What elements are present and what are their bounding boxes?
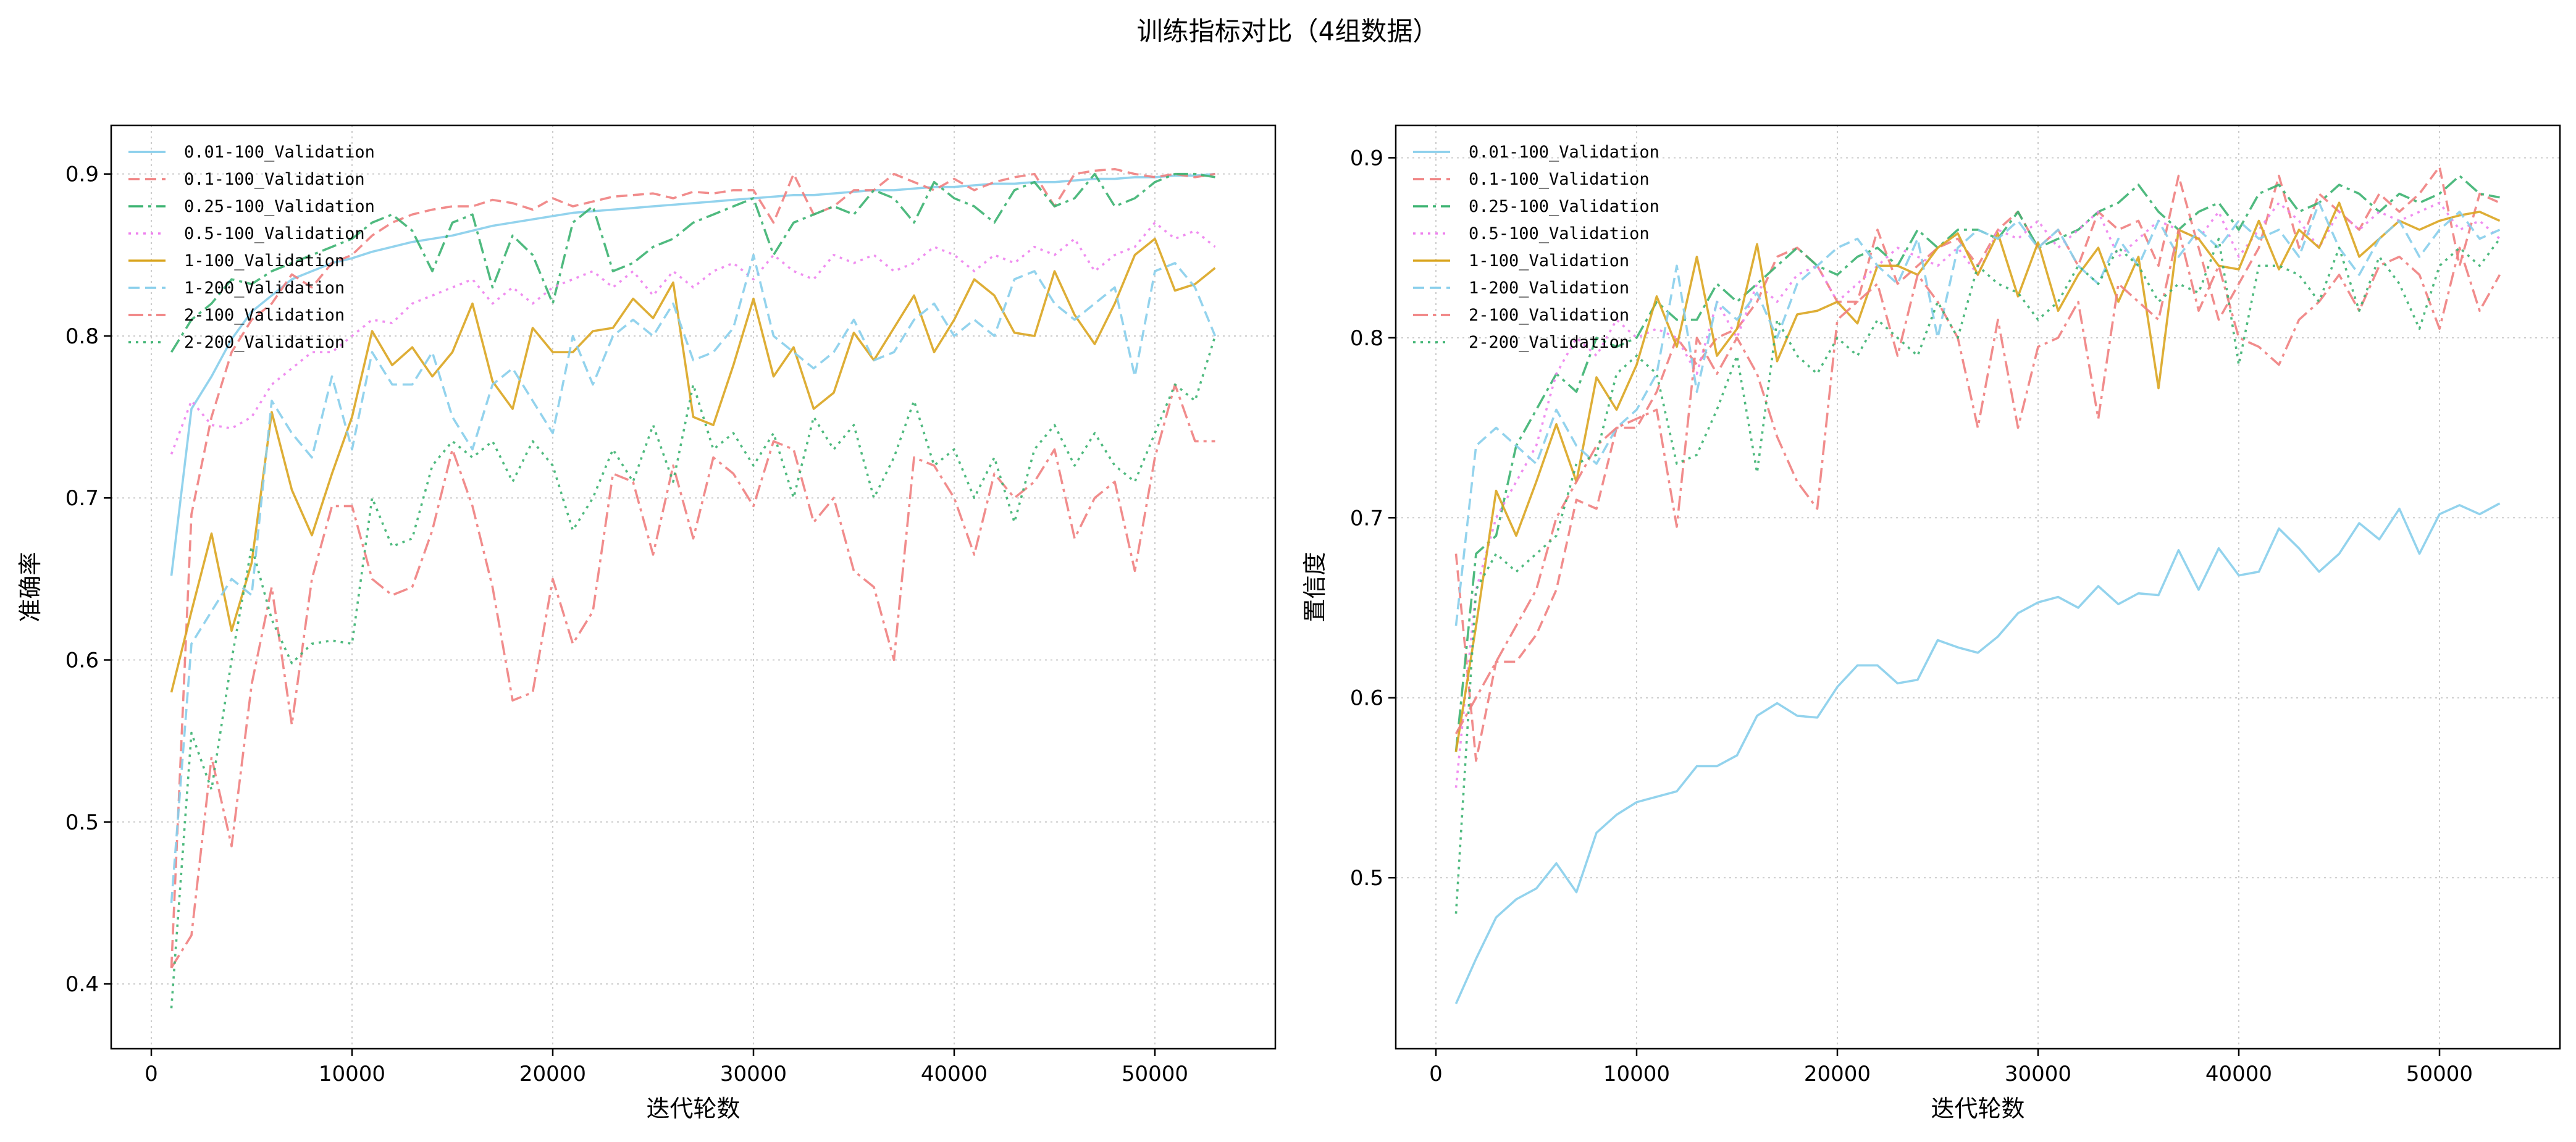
conf-legend-label: 1-200_Validation: [1469, 279, 1629, 298]
acc-x-axis-label: 迭代轮数: [646, 1095, 740, 1122]
conf-x-tick-label: 30000: [2005, 1062, 2071, 1086]
conf-x-tick-label: 0: [1429, 1062, 1443, 1086]
conf-y-tick-label: 0.5: [1350, 866, 1383, 891]
acc-plot-frame: [110, 124, 1277, 1050]
conf-y-axis-label: 置信度: [1301, 552, 1328, 622]
conf-plot-frame: [1395, 124, 2561, 1050]
acc-legend: 0.01-100_Validation 0.1-100_Validation 0.2…: [128, 143, 375, 352]
conf-y-tick-label: 0.7: [1350, 506, 1383, 531]
conf-legend-label: 2-200_Validation: [1469, 333, 1629, 352]
acc-series-0.5-100_Validation: [170, 221, 1216, 455]
acc-series-0.25-100_Validation: [170, 172, 1215, 353]
conf-x-tick-label: 20000: [1804, 1062, 1871, 1086]
conf-legend-label: 1-100_Validation: [1469, 251, 1629, 271]
acc-y-tick-label: 0.5: [65, 810, 99, 835]
acc-series-2-100_Validation: [170, 383, 1215, 968]
conf-legend-label: 2-100_Validation: [1469, 306, 1629, 325]
acc-series-2-200_Validation: [170, 335, 1217, 1009]
conf-legend-label: 0.5-100_Validation: [1469, 224, 1650, 243]
acc-legend-label: 0.01-100_Validation: [184, 143, 375, 162]
acc-series-0.01-100_Validation: [170, 172, 1215, 576]
conf-x-tick-label: 10000: [1603, 1062, 1670, 1086]
conf-legend: 0.01-100_Validation 0.1-100_Validation 0.2…: [1413, 143, 1659, 352]
acc-x-tick-label: 10000: [319, 1062, 385, 1086]
confidence-chart: 0 10000 20000 30000 40000 50000 0.5 0.6 0.7 0.8 0.…: [1301, 124, 2561, 1122]
acc-y-tick-label: 0.7: [65, 486, 99, 511]
conf-legend-label: 0.01-100_Validation: [1469, 143, 1659, 162]
acc-series-1-200_Validation: [170, 253, 1217, 904]
acc-legend-label: 0.1-100_Validation: [184, 170, 365, 189]
acc-x-tick-label: 30000: [720, 1062, 787, 1086]
conf-series-2-100_Validation: [1454, 229, 2501, 734]
conf-y-tick-label: 0.6: [1350, 686, 1383, 711]
conf-series-1-200_Validation: [1454, 201, 2501, 626]
acc-x-tick-label: 40000: [921, 1062, 988, 1086]
conf-legend-label: 0.1-100_Validation: [1469, 170, 1650, 189]
conf-series-2-200_Validation: [1454, 237, 2501, 914]
acc-y-axis-label: 准确率: [17, 552, 44, 622]
conf-x-tick-label: 40000: [2205, 1062, 2272, 1086]
acc-legend-label: 1-200_Validation: [184, 279, 345, 298]
acc-series-1-100_Validation: [170, 237, 1216, 693]
acc-x-tick-label: 20000: [519, 1062, 586, 1086]
conf-series-1-100_Validation: [1454, 201, 2501, 752]
acc-y-tick-label: 0.6: [65, 649, 99, 673]
conf-series-0.01-100_Validation: [1454, 502, 2501, 1004]
acc-legend-label: 2-100_Validation: [184, 306, 345, 325]
acc-x-tick-label: 0: [145, 1062, 158, 1086]
acc-series-0.1-100_Validation: [170, 167, 1215, 968]
conf-legend-label: 0.25-100_Validation: [1469, 197, 1659, 216]
conf-y-tick-label: 0.8: [1350, 326, 1383, 351]
acc-y-tick-label: 0.9: [65, 162, 99, 187]
figure-title: 训练指标对比（4组数据）: [1137, 16, 1439, 46]
acc-legend-label: 0.5-100_Validation: [184, 224, 365, 243]
accuracy-chart: 0 10000 20000 30000 40000 50000 0.4 0.5 0.6 0.7 0.…: [17, 124, 1277, 1122]
conf-x-axis-label: 迭代轮数: [1931, 1095, 2024, 1122]
acc-x-tick-label: 50000: [1122, 1062, 1188, 1086]
conf-series-0.25-100_Validation: [1454, 174, 2500, 752]
conf-x-tick-label: 50000: [2406, 1062, 2473, 1086]
conf-y-tick-label: 0.9: [1350, 146, 1383, 170]
acc-legend-label: 0.25-100_Validation: [184, 197, 375, 216]
acc-legend-label: 1-100_Validation: [184, 251, 345, 271]
acc-y-tick-label: 0.4: [65, 972, 99, 997]
acc-legend-label: 2-200_Validation: [184, 333, 345, 352]
acc-y-tick-label: 0.8: [65, 324, 99, 349]
